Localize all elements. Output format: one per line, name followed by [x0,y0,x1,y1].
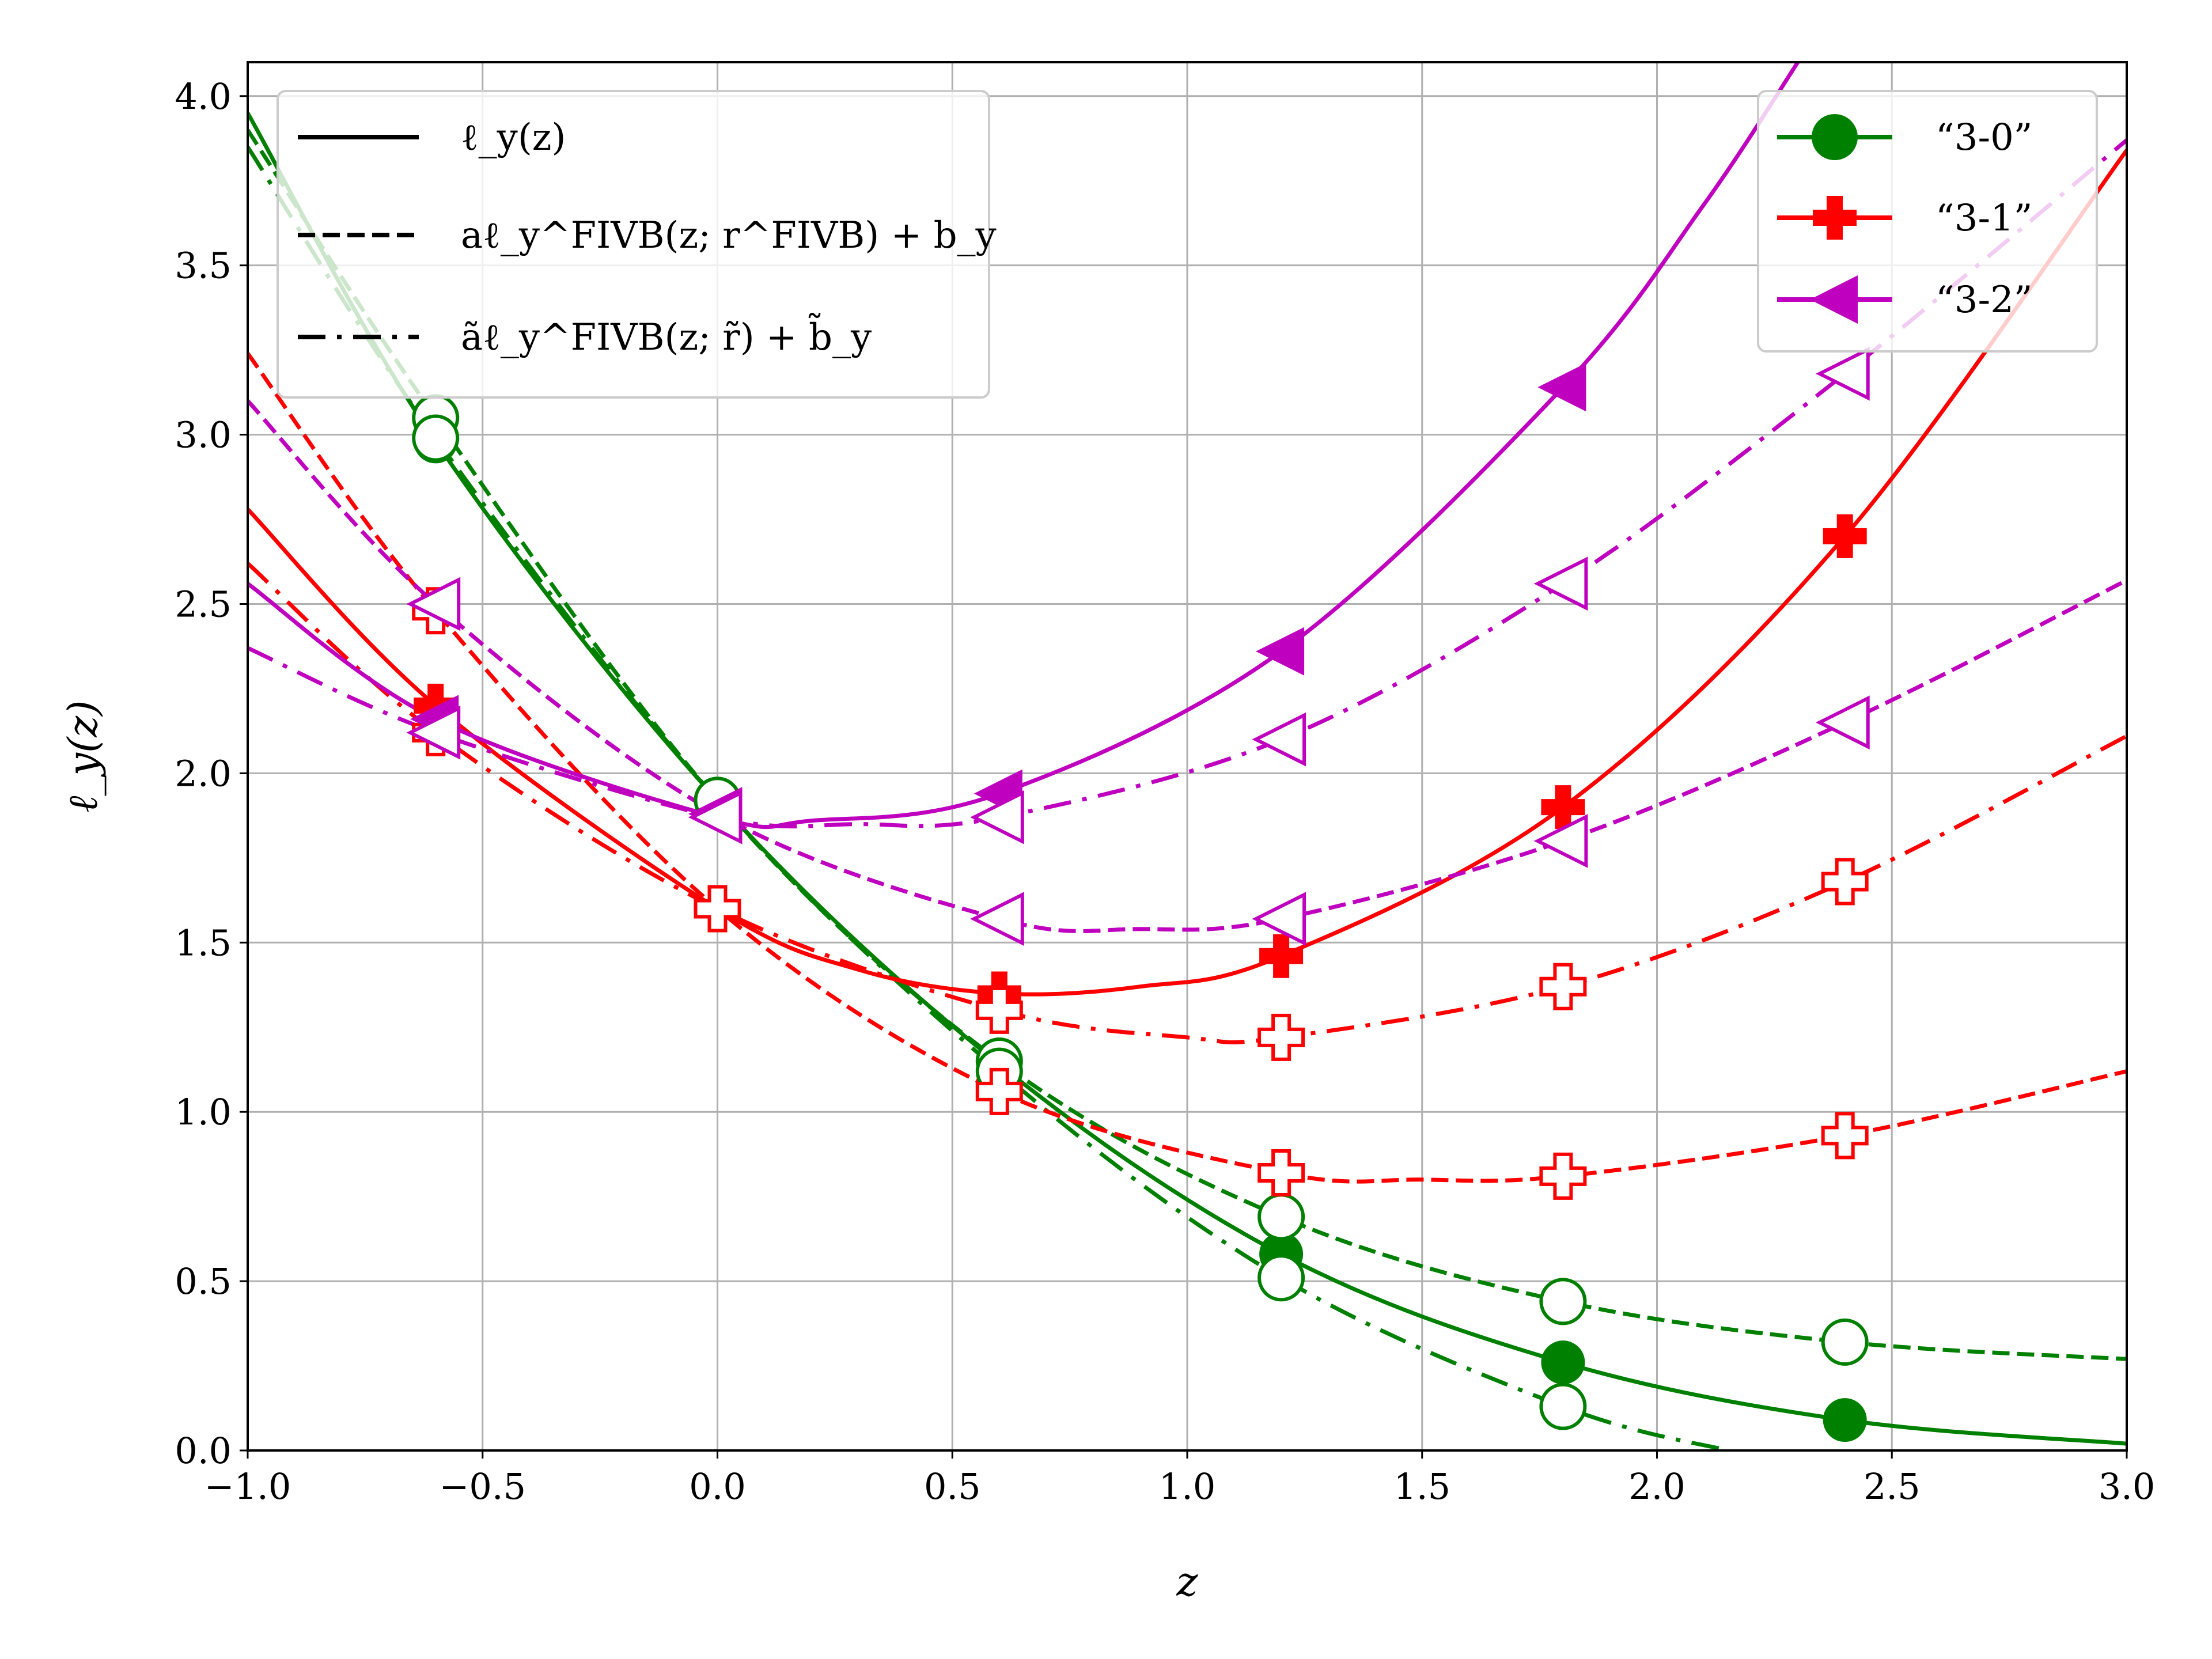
legend-3-2-marker [1810,275,1858,324]
y-tick-label: 2.0 [175,752,232,794]
series-3-1-dashdot-marker [1257,1013,1305,1061]
x-tick-label: 1.0 [1159,1465,1216,1508]
x-axis-label: z [1176,1558,1199,1605]
series-3-1-dashdot-line [248,562,2127,1044]
series-3-0-solid-marker [1541,1340,1585,1385]
x-tick-label: 2.0 [1628,1465,1685,1508]
series-3-1-dashed-marker [1539,1152,1587,1200]
series-3-2-dashdot-marker [1815,346,1870,401]
y-tick-label: 0.5 [175,1260,232,1302]
series-3-2-dashdot-marker [970,790,1024,844]
series-3-1-dashdot-marker [1821,858,1869,906]
legend-3-0-marker [1812,114,1858,160]
series-3-1-dashed-marker [1821,1112,1869,1160]
series-3-0-dashed-marker [1257,1193,1305,1241]
series-3-2-dashdot-line [248,138,2127,829]
legend-solid-label: ℓ_y(z) [461,116,566,159]
series-3-1-dashdot-marker [694,885,741,933]
series-3-1-solid-line [248,149,2127,997]
series-3-1-dashdot-marker [975,986,1023,1034]
series-3-1-dashdot-marker [1539,963,1587,1010]
series-3-0-dashed-marker [1821,1318,1869,1366]
plot-curves [248,62,2127,1450]
series-3-1-solid-marker [1823,514,1867,558]
series-3-1-solid-marker [414,683,458,728]
series-3-0-dashdot-marker [412,414,460,462]
y-tick-label: 3.0 [175,414,232,456]
series-3-2-dashed-line [248,399,2127,933]
series-3-2-solid-marker [1256,627,1305,676]
series-3-2-solid-marker [1537,363,1586,412]
series-3-1-dashed-marker [1257,1149,1305,1196]
series-3-0-dashed-marker [1539,1278,1587,1325]
style-legend: ℓ_y(z) aℓ_y^FIVB(z; r^FIVB) + b_y ãℓ_y^F… [276,90,997,399]
y-tick-label: 4.0 [175,75,232,118]
style-legend-box [276,90,990,399]
series-3-1-solid-marker [1541,785,1585,830]
y-tick-label: 2.5 [175,583,232,625]
y-tick-label: 1.0 [175,1091,232,1133]
series-3-2-dashdot-marker [1252,712,1306,767]
x-tick-label: 0.5 [924,1465,981,1508]
series-3-1-dashed-line [248,352,2127,1184]
series-3-2-dashed-marker [970,892,1024,946]
series-3-2-solid-line [248,62,1800,830]
series-legend-box [1757,90,2098,353]
x-tick-label: 2.5 [1863,1465,1921,1508]
x-tick-label: 1.5 [1393,1465,1450,1508]
series-3-1-dashed-marker [975,1067,1023,1115]
y-tick-label: 0.0 [175,1430,232,1472]
series-3-2-dashed-marker [1252,892,1306,946]
x-tick-label: 3.0 [2099,1465,2156,1508]
series-3-2-dashdot-marker [1533,556,1588,611]
series-3-0-dashdot-marker [1539,1382,1587,1430]
series-3-2-dashdot-marker [688,790,743,844]
legend-3-2-label: “3-2” [1936,279,2033,321]
y-tick-label: 3.5 [175,245,232,287]
series-legend: “3-0” “3-1” “3-2” [1757,90,2098,353]
x-tick-label: −1.0 [204,1465,291,1508]
series-3-0-solid-marker [1823,1398,1867,1442]
legend-dashed-label: aℓ_y^FIVB(z; r^FIVB) + b_y [461,214,997,257]
legend-3-1-marker [1813,196,1857,240]
series-3-1-solid-marker [1259,934,1304,978]
legend-3-1-label: “3-1” [1936,197,2033,240]
legend-dashdot-label: ãℓ_y^FIVB(z; r̃) + b̃_y [461,313,872,359]
series-3-0-dashed-line [248,128,2127,1361]
axis-ticks: −1.0 −0.5 0.0 0.5 1.0 1.5 2.0 2.5 3.0 0.0 0.5 1.0 1.… [175,75,2155,1508]
y-tick-label: 1.5 [175,922,232,964]
legend-3-0-label: “3-0” [1936,116,2033,159]
x-tick-label: 0.0 [689,1465,746,1508]
series-3-0-dashdot-marker [1257,1254,1305,1302]
series-3-2-dashed-marker [1815,695,1870,750]
x-tick-label: −0.5 [439,1465,526,1508]
series-3-2-dashed-marker [406,577,461,631]
series-3-2-dashed-marker [1533,814,1588,868]
series-3-2-dashdot-marker [406,705,461,760]
y-axis-label: ℓ_y(z) [59,700,107,812]
